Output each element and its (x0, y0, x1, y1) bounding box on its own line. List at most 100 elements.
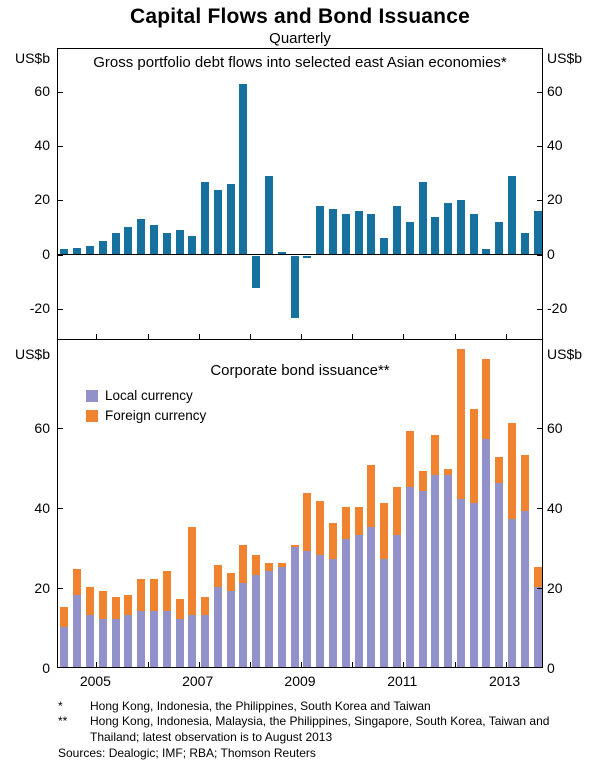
local-currency-bar (252, 575, 261, 667)
local-currency-bar (418, 491, 427, 667)
foreign-currency-bar (111, 597, 120, 619)
local-currency-bar (73, 595, 82, 667)
footnote-2-marker: ** (58, 714, 68, 729)
foreign-currency-bar (418, 471, 427, 491)
footnote-2: ** Hong Kong, Indonesia, Malaysia, the P… (58, 714, 558, 745)
y-axis-label-right: -20 (547, 299, 568, 316)
y-tick (58, 428, 63, 429)
foreign-currency-bar (290, 545, 299, 547)
foreign-currency-bar (265, 563, 273, 571)
local-currency-bar (533, 587, 542, 667)
unit-label: US$b (547, 50, 583, 66)
foreign-currency-bar (533, 567, 542, 587)
local-currency-bar (111, 619, 120, 667)
local-currency-bar (392, 535, 401, 667)
local-currency-bar (149, 611, 158, 667)
portfolio-flow-bar (508, 176, 516, 255)
local-currency-bar (316, 555, 325, 667)
foreign-currency-bar (367, 465, 376, 527)
sources-line: Sources: Dealogic; IMF; RBA; Thomson Reu… (58, 746, 316, 761)
portfolio-flow-bar (124, 227, 133, 255)
foreign-currency-bar (495, 457, 504, 483)
zero-line (58, 254, 542, 255)
x-tick (249, 334, 251, 339)
foreign-currency-bar (303, 493, 312, 551)
portfolio-flow-bar (392, 205, 401, 255)
x-axis-label: 2013 (489, 673, 521, 689)
portfolio-flow-bar (520, 232, 529, 255)
unit-label: US$b (14, 50, 50, 66)
foreign-currency-swatch (86, 409, 98, 422)
top-panel-title: Gross portfolio debt flows into selected… (58, 54, 542, 73)
x-tick (198, 334, 200, 339)
local-currency-bar (137, 611, 146, 667)
x-tick (352, 334, 354, 339)
y-tick (537, 428, 542, 429)
portfolio-flow-bar (405, 222, 414, 255)
footnote-2-text: Hong Kong, Indonesia, Malaysia, the Phil… (90, 714, 550, 744)
local-currency-bar (469, 503, 478, 667)
y-axis-label-right: 0 (547, 660, 555, 676)
y-axis-label-left: 0 (42, 660, 50, 676)
foreign-currency-bar (201, 597, 210, 615)
y-tick (537, 588, 542, 589)
local-currency-bar (124, 615, 133, 667)
portfolio-flow-bar (98, 241, 107, 255)
foreign-currency-bar (162, 571, 171, 611)
x-tick (403, 662, 405, 667)
portfolio-flow-bar (226, 184, 235, 255)
local-currency-bar (508, 519, 516, 667)
local-currency-bar (201, 615, 210, 667)
portfolio-flow-bar (201, 181, 210, 255)
foreign-currency-bar (252, 555, 261, 575)
portfolio-flow-bar (316, 205, 325, 255)
y-axis-label-left: 0 (42, 245, 50, 262)
bottom-panel: Corporate bond issuance** Local currency… (57, 340, 543, 668)
y-tick (537, 92, 542, 94)
y-axis-label-right: 20 (547, 191, 563, 208)
x-axis-label: 2005 (79, 673, 111, 689)
unit-label: US$b (14, 346, 50, 362)
y-axis-label-right: 0 (547, 245, 555, 262)
local-currency-bar (456, 499, 465, 667)
portfolio-flow-bar (188, 235, 197, 255)
y-axis-label-left: 60 (34, 83, 50, 100)
foreign-currency-bar (520, 455, 529, 511)
portfolio-flow-bar (73, 247, 82, 255)
foreign-currency-bar (73, 569, 82, 595)
local-currency-bar (341, 539, 350, 667)
y-axis-label-left: 60 (34, 420, 50, 436)
foreign-currency-bar (137, 579, 146, 611)
y-tick (58, 308, 63, 310)
x-axis-label: 2011 (387, 673, 418, 689)
foreign-currency-bar (469, 409, 478, 503)
foreign-currency-bar (98, 591, 107, 619)
y-tick (537, 308, 542, 310)
y-axis-label-left: 20 (34, 580, 50, 596)
chart-subtitle: Quarterly (269, 30, 331, 47)
foreign-currency-bar (380, 503, 389, 559)
portfolio-flow-bar (265, 176, 273, 255)
legend: Local currency Foreign currency (86, 388, 206, 428)
y-axis-label-left: 20 (34, 191, 50, 208)
portfolio-flow-bar (137, 219, 146, 255)
y-tick (537, 254, 542, 256)
x-tick (505, 662, 507, 667)
portfolio-flow-bar (533, 211, 542, 255)
x-tick (454, 662, 456, 667)
y-tick (58, 508, 63, 509)
portfolio-flow-bar (175, 230, 184, 255)
legend-label-foreign-currency: Foreign currency (105, 408, 207, 423)
local-currency-bar (265, 571, 273, 667)
footnotes: * Hong Kong, Indonesia, the Philippines,… (58, 699, 558, 761)
chart-title: Capital Flows and Bond Issuance (130, 5, 470, 28)
local-currency-bar (162, 611, 171, 667)
x-axis-label: 2007 (182, 673, 214, 689)
foreign-currency-bar (354, 507, 363, 535)
bottom-panel-title: Corporate bond issuance** (210, 362, 390, 379)
portfolio-flow-bar (456, 200, 465, 255)
local-currency-bar (175, 619, 184, 667)
portfolio-flow-bar (290, 255, 299, 318)
y-axis-label-left: -20 (29, 299, 50, 316)
local-currency-bar (495, 483, 504, 667)
